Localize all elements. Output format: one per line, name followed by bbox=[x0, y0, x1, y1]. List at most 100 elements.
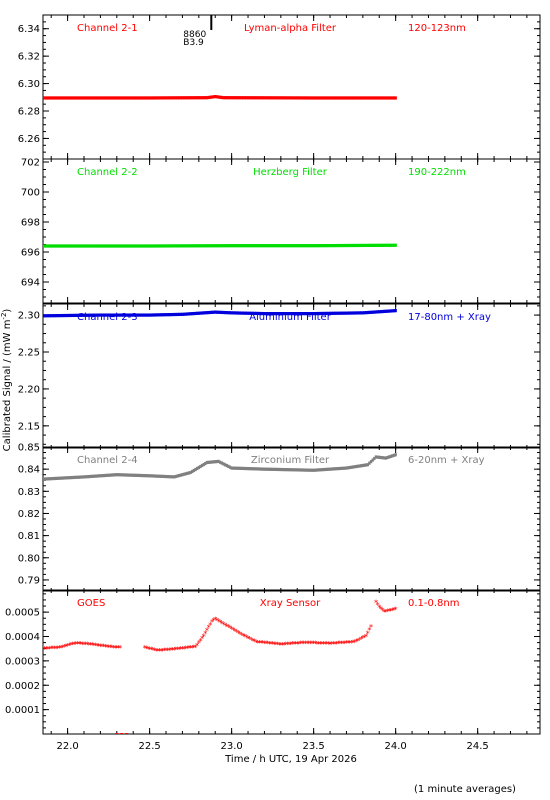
data-point bbox=[164, 313, 168, 317]
data-point bbox=[218, 460, 222, 464]
data-point: * bbox=[228, 624, 232, 633]
data-point bbox=[356, 464, 360, 468]
data-point bbox=[135, 313, 138, 317]
data-point bbox=[132, 473, 135, 477]
data-point bbox=[89, 313, 92, 317]
data-point bbox=[340, 243, 343, 248]
data-point bbox=[197, 311, 201, 315]
data-point bbox=[317, 468, 320, 472]
data-point bbox=[64, 96, 68, 100]
data-point bbox=[77, 475, 81, 479]
data-point bbox=[87, 313, 91, 317]
data-point: * bbox=[169, 646, 173, 655]
data-point bbox=[258, 467, 261, 471]
data-point bbox=[387, 309, 391, 313]
data-point bbox=[330, 467, 333, 471]
data-point bbox=[123, 313, 127, 317]
data-point bbox=[355, 464, 358, 469]
x-tick-labels: 22.0 22.5 23.0 23.5 24.0 24.5 bbox=[56, 741, 488, 752]
y-tick-label: 0.80 bbox=[18, 553, 40, 564]
data-point bbox=[94, 313, 97, 317]
data-point bbox=[200, 96, 204, 100]
data-point: * bbox=[295, 640, 299, 649]
data-point bbox=[199, 96, 202, 100]
data-point bbox=[163, 313, 166, 317]
data-point bbox=[373, 96, 376, 100]
data-point bbox=[148, 474, 151, 478]
data-point bbox=[215, 244, 219, 248]
data-point bbox=[202, 462, 205, 467]
data-point bbox=[169, 475, 173, 479]
data-point bbox=[323, 467, 327, 472]
data-point bbox=[163, 96, 166, 100]
data-point bbox=[95, 474, 99, 478]
data-point bbox=[210, 244, 214, 248]
data-point bbox=[264, 244, 268, 248]
data-point bbox=[263, 312, 266, 316]
data-point bbox=[335, 467, 338, 471]
data-point bbox=[210, 310, 214, 314]
data-point bbox=[240, 96, 243, 100]
data-point bbox=[166, 244, 169, 248]
data-point bbox=[345, 466, 348, 470]
data-point bbox=[300, 96, 304, 100]
data-point bbox=[207, 310, 210, 315]
data-point bbox=[292, 96, 296, 100]
data-point bbox=[320, 244, 324, 248]
data-point bbox=[204, 311, 207, 315]
data-point bbox=[87, 474, 91, 479]
data-point bbox=[68, 244, 71, 248]
data-point bbox=[312, 312, 315, 316]
data-point bbox=[369, 460, 373, 464]
data-point: * bbox=[256, 639, 260, 648]
data-point: * bbox=[221, 620, 225, 629]
data-point bbox=[110, 244, 114, 248]
data-point bbox=[151, 474, 155, 478]
data-point bbox=[248, 311, 251, 315]
data-point bbox=[92, 474, 96, 478]
data-point bbox=[184, 96, 187, 100]
data-point bbox=[104, 244, 107, 248]
data-point bbox=[113, 473, 117, 477]
data-point: * bbox=[366, 629, 370, 638]
data-point bbox=[197, 96, 201, 100]
data-point bbox=[158, 244, 161, 248]
data-point: * bbox=[107, 643, 111, 652]
data-point bbox=[194, 244, 197, 248]
data-point bbox=[48, 314, 51, 318]
data-point bbox=[230, 96, 233, 100]
data-point bbox=[304, 468, 307, 472]
data-point bbox=[276, 244, 279, 248]
data-point bbox=[374, 455, 378, 459]
data-point bbox=[113, 313, 117, 317]
data-point bbox=[146, 474, 150, 478]
data-point bbox=[50, 244, 53, 248]
data-point bbox=[104, 473, 107, 478]
data-point bbox=[171, 96, 174, 100]
data-point bbox=[133, 473, 137, 477]
data-point bbox=[299, 312, 302, 316]
panel-3: 2.15 2.20 2.25 2.30 Channel 2-3 Aluminium Fil… bbox=[18, 303, 541, 449]
data-point bbox=[194, 467, 197, 472]
data-point bbox=[143, 244, 146, 248]
data-point bbox=[250, 244, 253, 248]
data-point bbox=[332, 96, 335, 100]
data-point: * bbox=[315, 640, 319, 649]
data-point bbox=[151, 313, 155, 317]
data-point bbox=[130, 244, 133, 248]
data-point bbox=[53, 96, 56, 100]
data-point bbox=[153, 244, 156, 248]
data-point: * bbox=[389, 607, 393, 616]
data-point bbox=[217, 459, 220, 463]
data-point: * bbox=[312, 640, 316, 649]
y-tick-label: 2.30 bbox=[18, 311, 40, 322]
data-point bbox=[277, 96, 281, 100]
data-point bbox=[191, 96, 194, 100]
data-point bbox=[253, 311, 256, 315]
data-point: * bbox=[233, 627, 237, 636]
data-point bbox=[150, 313, 153, 317]
data-point bbox=[350, 465, 353, 469]
data-point bbox=[291, 312, 294, 316]
data-point bbox=[302, 96, 306, 100]
